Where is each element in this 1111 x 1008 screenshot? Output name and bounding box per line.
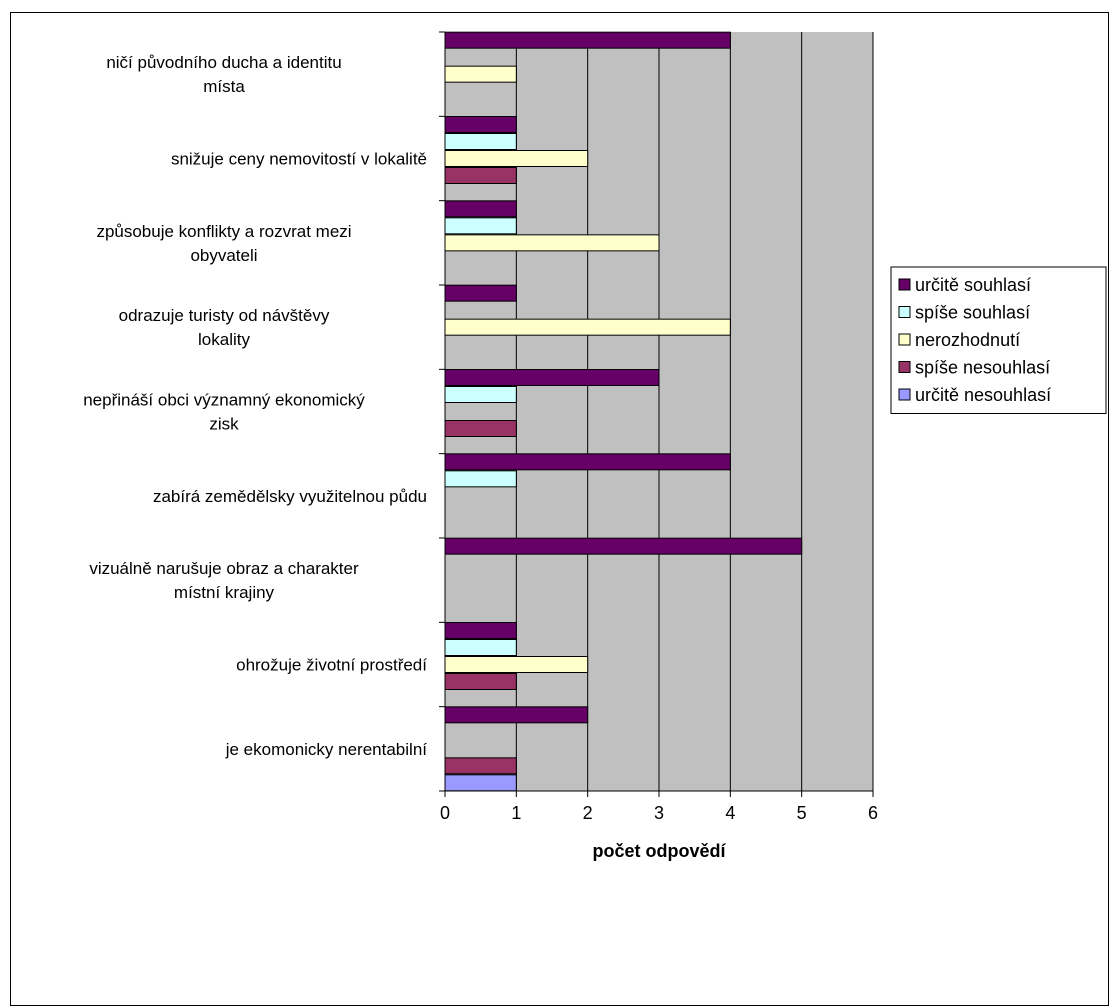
bar — [444, 537, 803, 555]
bar — [444, 133, 517, 150]
legend-swatch — [898, 361, 911, 373]
x-tick-label: 3 — [654, 803, 664, 823]
bar — [444, 167, 517, 184]
category-label: ohrožuje životní prostředí — [236, 656, 427, 675]
bar — [444, 116, 517, 133]
legend: určitě souhlasí spíše souhlasí nerozhodnut… — [890, 266, 1107, 414]
chart-frame: ničí původního ducha a identitu místa sniž… — [10, 12, 1109, 1006]
bar — [444, 656, 589, 673]
category-labels: ničí původního ducha a identitu místa sniž… — [83, 53, 427, 759]
category-label: způsobuje konflikty a rozvrat mezi obyvat… — [96, 222, 351, 265]
x-tick-label: 6 — [868, 803, 878, 823]
category-label: zabírá zemědělsky využitelnou půdu — [153, 487, 427, 506]
bar — [444, 150, 589, 167]
x-tick-label: 1 — [511, 803, 521, 823]
legend-label: nerozhodnutí — [915, 330, 1020, 350]
bar — [444, 284, 517, 302]
bar — [444, 369, 660, 386]
legend-label: spíše nesouhlasí — [915, 358, 1050, 378]
bar — [444, 757, 517, 775]
legend-label: spíše souhlasí — [915, 303, 1030, 323]
legend-box — [890, 266, 1107, 414]
bar — [444, 200, 517, 218]
x-tick-label: 4 — [725, 803, 735, 823]
x-tick-label: 2 — [583, 803, 593, 823]
x-tick-label: 0 — [440, 803, 450, 823]
bar — [444, 31, 731, 49]
category-label: nepřináší obci významný ekonomický zisk — [83, 391, 365, 434]
category-label: snižuje ceny nemovitostí v lokalitě — [171, 150, 427, 169]
x-axis-title: počet odpovědí — [592, 841, 726, 861]
bar — [444, 420, 517, 437]
bar — [444, 386, 517, 403]
bar — [444, 622, 517, 639]
bar — [444, 706, 589, 724]
legend-swatch — [898, 306, 911, 318]
bar — [444, 774, 517, 792]
bar — [444, 217, 517, 235]
bar — [444, 673, 517, 690]
legend-swatch — [898, 278, 911, 291]
axes — [439, 31, 874, 797]
bar — [444, 639, 517, 656]
bar — [444, 65, 517, 83]
bar — [444, 470, 517, 488]
legend-swatch — [898, 388, 911, 401]
legend-items: určitě souhlasí spíše souhlasí nerozhodnut… — [898, 275, 1051, 405]
bar-chart: ničí původního ducha a identitu místa sniž… — [83, 31, 1107, 861]
legend-swatch — [898, 333, 911, 346]
bar — [444, 318, 731, 336]
legend-label: určitě nesouhlasí — [915, 385, 1051, 405]
legend-label: určitě souhlasí — [915, 275, 1031, 295]
category-label: odrazuje turisty od návštěvy lokality — [119, 306, 330, 349]
x-tick-label: 5 — [797, 803, 807, 823]
bar — [444, 234, 660, 252]
x-tick-labels: 0 1 2 3 4 5 6 — [440, 803, 878, 823]
bar — [444, 453, 731, 471]
category-label: vizuálně narušuje obraz a charakter místn… — [89, 559, 359, 602]
category-label: ničí původního ducha a identitu místa — [106, 53, 341, 96]
category-label: je ekomonicky nerentabilní — [225, 740, 428, 759]
